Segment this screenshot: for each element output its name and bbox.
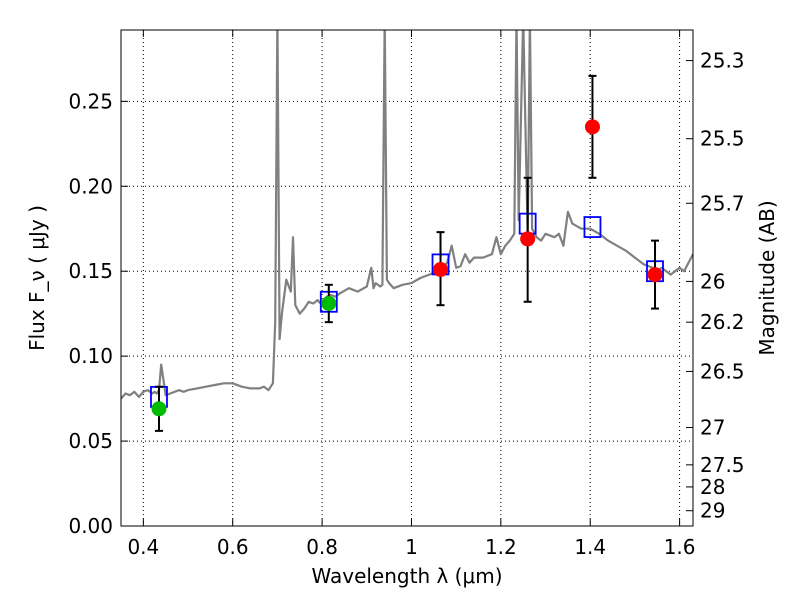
right-tick-label: 26 — [700, 269, 725, 293]
plot-frame — [120, 29, 694, 527]
plot-area — [121, 30, 693, 432]
x-tick-label: 1.6 — [664, 535, 696, 559]
observed-data-point — [520, 231, 536, 247]
spectrum-line — [121, 30, 693, 400]
y-tick-label: 0.10 — [68, 344, 113, 368]
x-tick-label: 0.4 — [127, 535, 159, 559]
right-tick-label: 27 — [700, 415, 725, 439]
right-tick-label: 25.5 — [700, 127, 745, 151]
x-tick-label: 1.2 — [485, 535, 517, 559]
x-tick-label: 1.4 — [574, 535, 606, 559]
grid-lines — [121, 30, 693, 526]
observed-data-point — [321, 295, 337, 311]
right-tick-label: 25.7 — [700, 191, 745, 215]
right-tick-label: 26.2 — [700, 310, 745, 334]
y-axis-right-label: Magnitude (AB) — [755, 200, 779, 355]
y-tick-label: 0.00 — [68, 514, 113, 538]
right-tick-label: 28 — [700, 475, 725, 499]
x-axis-label: Wavelength λ (μm) — [311, 564, 502, 588]
axis-ticks: 0.4 0.6 0.8 1 1.2 1.4 1.6 0.00 0.05 0.10 0.15 0.20 0… — [68, 30, 745, 559]
right-tick-label: 25.3 — [700, 49, 745, 73]
observed-data-point — [151, 401, 167, 417]
y-tick-label: 0.05 — [68, 429, 113, 453]
observed-data-point — [433, 262, 449, 278]
x-tick-label: 0.6 — [217, 535, 249, 559]
y-tick-label: 0.20 — [68, 174, 113, 198]
right-tick-label: 27.5 — [700, 453, 745, 477]
observed-data-point — [584, 119, 600, 135]
x-tick-label: 0.8 — [306, 535, 338, 559]
y-tick-label: 0.25 — [68, 89, 113, 113]
model-square-marker — [583, 216, 602, 238]
observed-data-point — [647, 267, 663, 283]
y-tick-label: 0.15 — [68, 259, 113, 283]
y-axis-label: Flux F_ν ( μJy ) — [25, 205, 49, 351]
right-tick-label: 26.5 — [700, 359, 745, 383]
x-tick-label: 1 — [405, 535, 418, 559]
right-tick-label: 29 — [700, 499, 725, 523]
